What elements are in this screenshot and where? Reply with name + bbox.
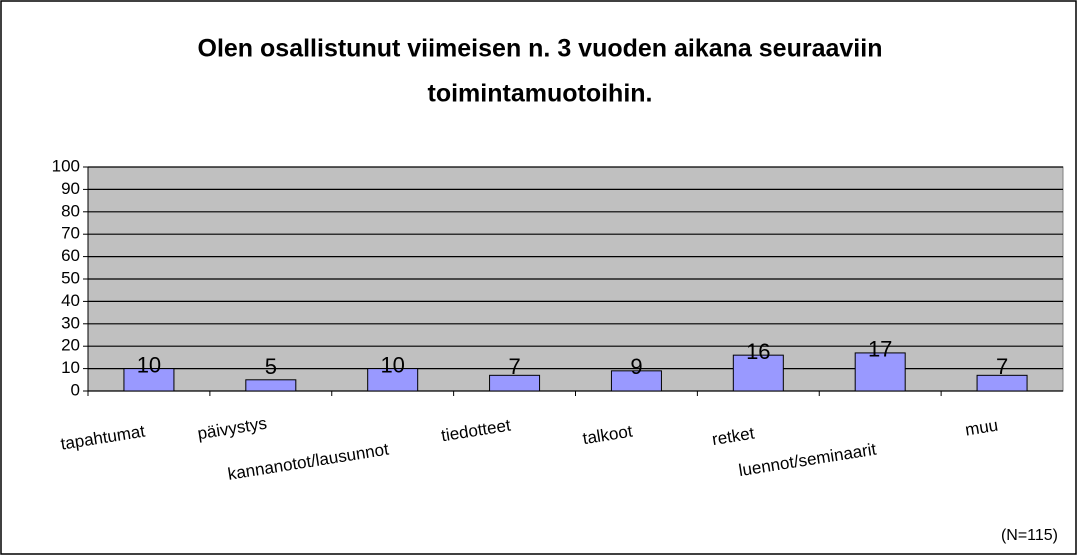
- annotation: (N=115): [1001, 527, 1058, 544]
- y-tick-label: 80: [61, 201, 80, 220]
- x-tick-label: muu: [964, 416, 1000, 440]
- y-tick-label: 40: [61, 291, 80, 310]
- y-tick-label: 10: [61, 358, 80, 377]
- y-tick-label: 100: [52, 156, 80, 175]
- y-tick-label: 0: [71, 380, 80, 399]
- y-tick-label: 20: [61, 336, 80, 355]
- value-label: 10: [380, 352, 404, 377]
- chart-title: toimintamuotoihin.: [428, 80, 653, 108]
- value-label: 7: [996, 354, 1008, 379]
- y-tick-label: 30: [61, 313, 80, 332]
- value-label: 5: [265, 354, 277, 379]
- value-label: 16: [746, 339, 770, 364]
- bar: [732, 354, 784, 392]
- y-tick-label: 60: [61, 246, 80, 265]
- value-label: 9: [630, 354, 642, 379]
- value-label: 10: [137, 352, 161, 377]
- y-tick-label: 50: [61, 268, 80, 287]
- value-label: 7: [508, 354, 520, 379]
- chart-title: Olen osallistunut viimeisen n. 3 vuoden …: [198, 35, 883, 63]
- value-label: 17: [868, 337, 892, 362]
- bar: [245, 379, 297, 392]
- y-tick-label: 70: [61, 224, 80, 243]
- y-tick-label: 90: [61, 179, 80, 198]
- bar: [854, 352, 906, 392]
